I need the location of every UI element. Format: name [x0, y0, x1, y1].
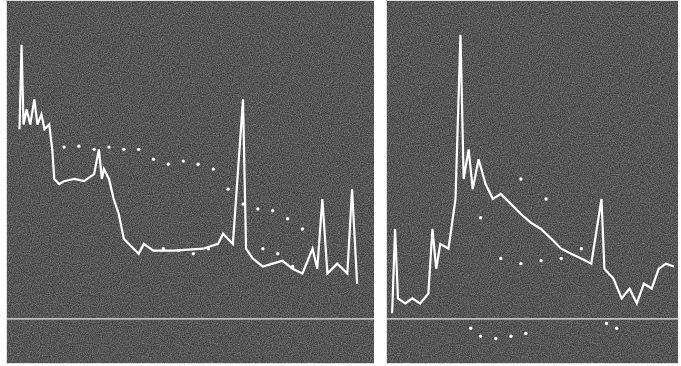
dot — [207, 247, 210, 250]
dot — [499, 257, 502, 260]
canvas — [0, 0, 681, 366]
dot — [152, 158, 155, 161]
panel-texture — [6, 0, 374, 363]
dot — [162, 247, 165, 250]
grid-line — [6, 318, 374, 319]
grid — [386, 1, 678, 364]
grid — [6, 1, 374, 364]
dot — [539, 259, 542, 262]
panel — [386, 0, 678, 364]
y-axis-line — [387, 1, 679, 364]
trace — [20, 45, 358, 284]
trace — [392, 35, 674, 314]
dot — [62, 145, 65, 148]
grid-line — [386, 318, 678, 319]
dot — [256, 207, 259, 210]
tick — [6, 318, 374, 319]
dot — [226, 187, 229, 190]
dot — [77, 144, 80, 147]
dot — [479, 216, 482, 219]
dot — [276, 252, 279, 255]
dot — [196, 163, 199, 166]
dot — [509, 335, 512, 338]
dot — [560, 257, 563, 260]
dot — [469, 327, 472, 330]
dot — [580, 247, 583, 250]
dot — [524, 332, 527, 335]
dot — [519, 177, 522, 180]
dot — [494, 337, 497, 340]
dot — [192, 252, 195, 255]
dot — [301, 227, 304, 230]
panel-background — [6, 0, 374, 363]
dot — [137, 148, 140, 151]
dot — [291, 265, 294, 268]
panel-texture — [386, 0, 678, 363]
panel-background — [386, 0, 678, 363]
dot — [479, 335, 482, 338]
dot — [615, 327, 618, 330]
dot — [271, 209, 274, 212]
dot — [241, 202, 244, 205]
dot — [177, 249, 180, 252]
dot — [182, 159, 185, 162]
plot-area — [392, 35, 674, 340]
dot — [544, 197, 547, 200]
plot-area — [20, 45, 358, 284]
dot — [519, 262, 522, 265]
panel — [6, 0, 374, 364]
dot — [605, 322, 608, 325]
dot — [212, 167, 215, 170]
dot — [261, 247, 264, 250]
dot — [167, 163, 170, 166]
dot — [286, 217, 289, 220]
dot — [122, 148, 125, 151]
dot — [107, 145, 110, 148]
tick — [386, 318, 678, 319]
y-axis-line — [7, 1, 375, 364]
dot — [92, 148, 95, 151]
